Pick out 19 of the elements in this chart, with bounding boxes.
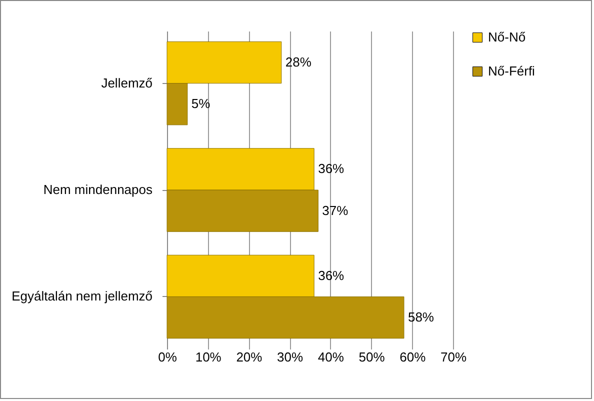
x-tick-label: 60% (400, 350, 426, 364)
x-tick-label: 20% (236, 350, 263, 364)
x-tick-label: 70% (440, 350, 467, 364)
y-tick-label: Nem mindennapos (43, 182, 153, 197)
legend-label: Nő-Férfi (488, 64, 536, 78)
data-label: 58% (408, 310, 434, 325)
data-label: 36% (318, 161, 345, 176)
data-label: 37% (322, 202, 349, 218)
y-tick-label: Egyáltalán nem jellemző (12, 288, 152, 304)
x-tick-label: 30% (277, 350, 304, 364)
x-tick-label: 40% (318, 350, 344, 364)
legend-label: Nő-Nő (488, 30, 526, 44)
x-tick-label: 10% (195, 350, 222, 364)
data-label: 5% (191, 96, 211, 112)
x-tick-label: 0% (158, 350, 178, 364)
y-tick-label: Jellemző (101, 75, 152, 90)
data-label: 36% (318, 268, 345, 283)
data-label: 28% (285, 54, 312, 70)
x-tick-label: 50% (358, 350, 386, 364)
